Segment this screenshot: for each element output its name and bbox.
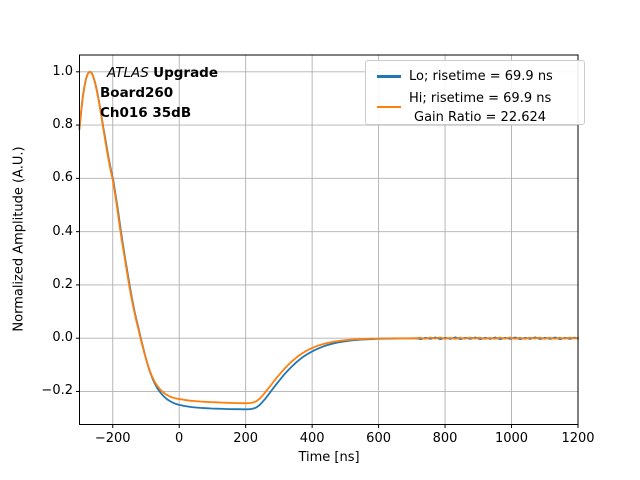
legend-line-sample-hi [377, 105, 401, 108]
y-tick-label: 0.6 [52, 170, 73, 186]
legend-line-sample-lo [377, 75, 401, 78]
waveform-hi [78, 70, 579, 405]
y-axis-title: Normalized Amplitude (A.U.) [11, 146, 27, 332]
annotation-channel-text: Ch016 35dB [100, 105, 192, 121]
x-tick-label: 800 [432, 431, 458, 446]
plot-frame [79, 54, 579, 425]
annotation-block: ATLAS Upgrade Board260 Ch016 35dB [100, 63, 218, 123]
x-tick-label: 600 [366, 431, 391, 446]
y-tick-label: 0.2 [52, 276, 73, 292]
legend: Lo; risetime = 69.9 ns Hi; risetime = 69… [365, 60, 585, 125]
annotation-upgrade-text: Upgrade [153, 65, 219, 81]
y-tick-label: 0.4 [52, 223, 73, 239]
annotation-atlas-text: ATLAS [107, 65, 149, 81]
legend-label-lo: Lo; risetime = 69.9 ns [409, 69, 553, 84]
legend-label-hi-line1: Hi; risetime = 69.9 ns [409, 90, 552, 106]
y-tick-label: 0.0 [52, 330, 73, 346]
axes-frame [79, 54, 579, 425]
y-tick-label: 1.0 [52, 63, 73, 79]
y-tick-label: 0.8 [52, 117, 73, 133]
x-tick-label: 1200 [561, 431, 595, 446]
x-tick-label: 400 [299, 431, 325, 446]
tick-marks [76, 71, 579, 428]
y-tick-label: −0.2 [41, 383, 73, 399]
annotation-line-1: ATLAS Upgrade [107, 63, 218, 83]
legend-label-hi-line2: Gain Ratio = 22.624 [414, 109, 547, 125]
legend-label-hi: Hi; risetime = 69.9 ns Gain Ratio = 22.6… [409, 89, 551, 127]
x-tick-label: 0 [175, 431, 184, 446]
waveform-series [78, 70, 579, 411]
x-tick-label: 1000 [494, 431, 529, 446]
annotation-board-text: Board260 [100, 85, 174, 101]
x-tick-label: 200 [233, 431, 259, 446]
x-tick-label: −200 [94, 431, 131, 446]
x-axis-title: Time [ns] [298, 450, 360, 465]
